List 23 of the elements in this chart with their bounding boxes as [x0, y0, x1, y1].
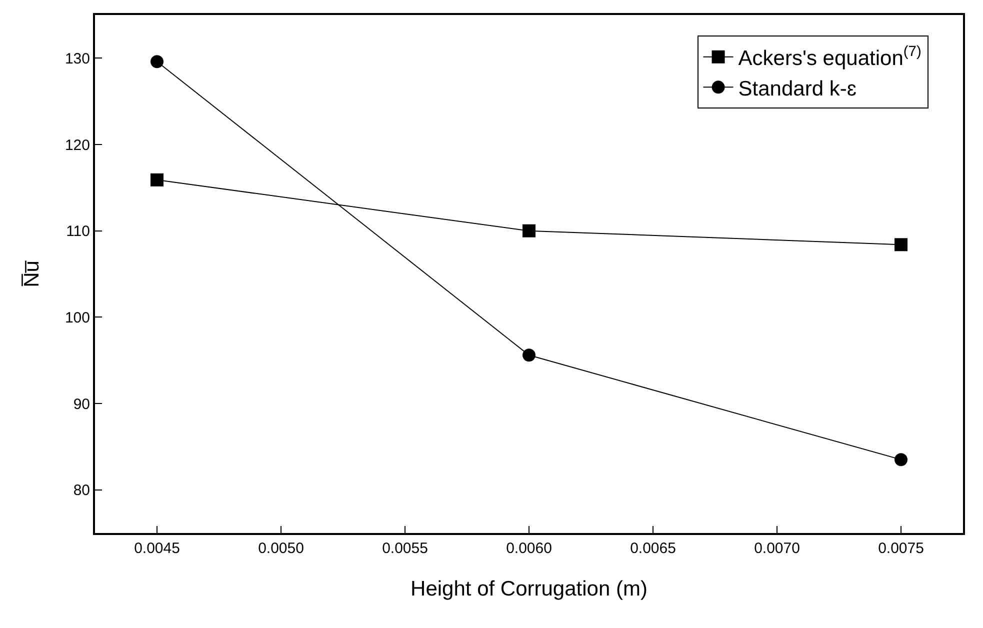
point — [150, 55, 164, 68]
y-tick-label: 100 — [64, 309, 90, 326]
x-tick-label: 0.0070 — [754, 540, 800, 557]
x-axis-title: Height of Corrugation (m) — [410, 578, 648, 601]
x-tick-label: 0.0065 — [630, 540, 676, 557]
point — [150, 173, 164, 186]
x-tick-label: 0.0060 — [506, 540, 552, 557]
x-tick-label: 0.0045 — [134, 540, 180, 557]
point — [522, 224, 536, 238]
x-tick-label: 0.0055 — [382, 540, 428, 557]
legend-label: Standard k-ɛ — [738, 77, 857, 100]
y-tick-label: 110 — [66, 223, 90, 240]
y-tick-label: 120 — [64, 136, 90, 154]
point — [894, 453, 908, 466]
y-tick-label: 90 — [73, 396, 90, 413]
x-tick-label: 0.0050 — [258, 540, 304, 557]
x-tick-label: 0.0075 — [878, 540, 924, 557]
point — [522, 348, 536, 362]
y-tick-label: 130 — [64, 50, 90, 68]
point — [894, 238, 908, 252]
y-axis-title: N̅u̅ — [20, 260, 44, 288]
legend-label: Ackers's equation$^{(7)}$ — [738, 44, 922, 70]
y-tick-label: 80 — [73, 482, 90, 500]
